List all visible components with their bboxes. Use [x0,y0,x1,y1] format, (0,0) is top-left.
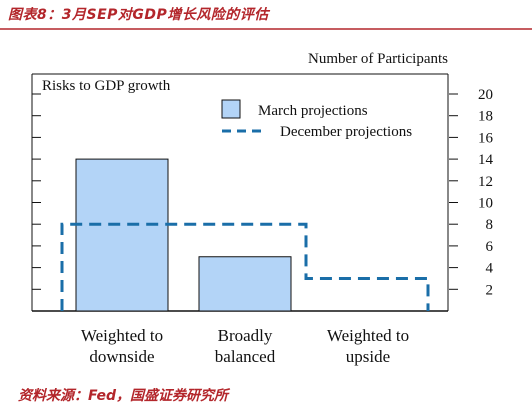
y-tick-label: 2 [486,282,494,298]
figure-title: 图表8：3月SEP对GDP增长风险的评估 [8,7,269,23]
y-tick-label: 6 [486,239,494,255]
y-tick-label: 10 [478,196,493,212]
y-tick-label: 18 [478,109,493,125]
y-tick-label: 4 [486,261,494,277]
category-label: upside [346,347,390,366]
legend-label-march: March projections [258,103,368,119]
category-label: Weighted to [81,326,163,345]
y-tick-label: 16 [478,130,494,146]
category-label: Weighted to [327,326,409,345]
right-y-axis: 2 4 6 8 10 12 14 16 18 20 [449,87,494,298]
y-axis-title: Number of Participants [308,51,448,67]
bar-march-0 [75,158,169,312]
y-tick-label: 20 [478,87,493,103]
y-tick-label: 8 [486,217,494,233]
left-tick-marks [32,93,41,290]
y-tick-label: 12 [478,174,493,190]
bars [75,158,292,312]
category-label: balanced [215,347,276,366]
panel-title: Risks to GDP growth [42,78,171,94]
legend-swatch-march [221,99,241,119]
bar-march-1 [198,256,292,312]
source-note: 资料来源：Fed，国盛证券研究所 [18,388,228,404]
category-label: downside [89,347,154,366]
legend-label-december: December projections [280,124,412,140]
y-tick-label: 14 [478,152,494,168]
category-labels: Weighted to downside Broadly balanced Weight… [81,326,409,366]
category-label: Broadly [218,326,273,345]
